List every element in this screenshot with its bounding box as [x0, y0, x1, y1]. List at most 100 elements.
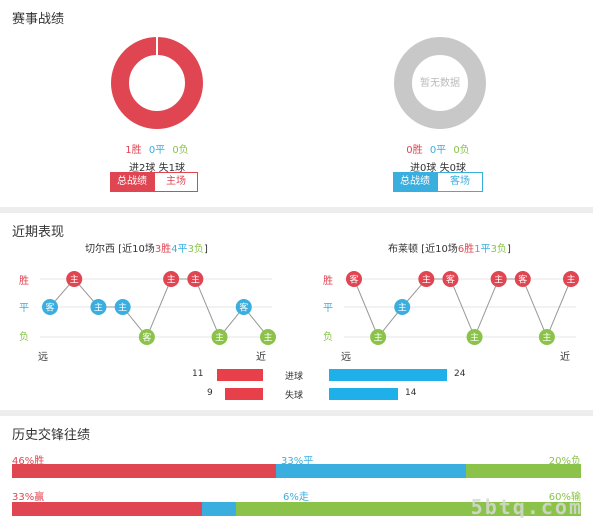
conceded-away-value: 14 — [405, 388, 417, 398]
form-point-venue: 主 — [215, 332, 224, 344]
loss-count: 0负 — [172, 145, 189, 156]
record-section: 赛事战绩 1胜 0平 0负 进2球 失1球 总战绩 主场 暂无数据 0胜 0平 … — [0, 0, 593, 207]
form-point[interactable]: 主 — [466, 329, 483, 345]
form-point[interactable]: 客 — [346, 271, 362, 287]
form-point-marker — [346, 271, 362, 287]
form-point-marker — [90, 299, 107, 315]
h2h-loss-segment — [466, 464, 581, 478]
form-point-marker — [211, 329, 228, 345]
form-point-venue: 主 — [263, 332, 272, 344]
form-point-venue: 主 — [191, 274, 200, 286]
form-point[interactable]: 主 — [163, 271, 180, 287]
form-point-marker — [187, 271, 204, 287]
form-point[interactable]: 主 — [370, 329, 387, 345]
team-name: 布莱顿 — [388, 244, 418, 255]
x-label-far: 远 — [38, 352, 48, 363]
h2h-win-segment — [12, 464, 277, 478]
form-point-venue: 主 — [494, 274, 503, 286]
form-point[interactable]: 主 — [538, 329, 555, 345]
goals-home-value: 11 — [192, 369, 204, 379]
h2h-title: 历史交锋往绩 — [12, 428, 91, 443]
total-record-button[interactable]: 总战绩 — [110, 172, 154, 192]
draw-count: 0平 — [148, 145, 166, 156]
form-point-marker — [370, 329, 387, 345]
h2h-handicap-bar — [12, 502, 581, 516]
form-point-venue: 主 — [94, 302, 103, 314]
form-point[interactable]: 客 — [442, 271, 459, 287]
form-point-venue: 主 — [118, 302, 127, 314]
form-point[interactable]: 主 — [90, 299, 107, 315]
h2h-draw-label: 33%平 — [281, 456, 314, 467]
form-point-marker — [490, 271, 507, 287]
x-label-near: 近 — [560, 352, 570, 363]
donut-ring — [111, 37, 203, 129]
record-donut-home — [110, 36, 204, 130]
h2h-handicap-push-label: 6%走 — [283, 492, 309, 503]
goals-summary: 进0球 失0球 — [410, 163, 466, 174]
h2h-handicap-win-segment — [12, 502, 202, 516]
form-point-venue: 主 — [398, 302, 407, 314]
loss-count: 0负 — [453, 145, 470, 156]
form-point-venue: 客 — [239, 302, 248, 314]
head-to-head-section: 历史交锋往绩 46%胜 33%平 20%负 33%赢 6%走 60%输 5btq… — [0, 416, 593, 523]
form-point[interactable]: 客 — [42, 299, 58, 315]
away-record-button[interactable]: 客场 — [437, 172, 483, 192]
record-toggle-away: 总战绩 客场 — [393, 172, 483, 192]
h2h-handicap-loss-label: 60%输 — [548, 492, 581, 503]
record-toggle-home: 总战绩 主场 — [110, 172, 198, 192]
form-point-marker — [394, 299, 411, 315]
form-point-marker — [563, 271, 579, 287]
form-point-marker — [42, 299, 58, 315]
form-point[interactable]: 主 — [490, 271, 507, 287]
h2h-result-bar — [12, 464, 581, 478]
form-point-marker — [163, 271, 180, 287]
h2h-handicap-loss-segment — [236, 502, 581, 516]
form-point[interactable]: 客 — [235, 299, 252, 315]
recent-title: 近期表现 — [12, 225, 65, 240]
form-point[interactable]: 主 — [187, 271, 204, 287]
donut-ring — [394, 37, 486, 129]
form-point[interactable]: 主 — [114, 299, 131, 315]
y-label-draw: 平 — [19, 303, 29, 314]
form-point[interactable]: 主 — [211, 329, 228, 345]
form-line — [49, 278, 269, 338]
form-point[interactable]: 主 — [260, 329, 276, 345]
record-stats-home: 1胜 0平 0负 进2球 失1球 — [77, 141, 237, 174]
h2h-handicap-push-segment — [201, 502, 237, 516]
form-point-venue: 客 — [446, 274, 455, 286]
form-point-marker — [260, 329, 276, 345]
total-record-button[interactable]: 总战绩 — [393, 172, 437, 192]
y-label-loss: 负 — [19, 332, 29, 343]
form-point-marker — [418, 271, 435, 287]
h2h-win-label: 46%胜 — [12, 456, 45, 467]
form-point-venue: 主 — [374, 332, 383, 344]
conceded-home-value: 9 — [207, 388, 213, 398]
form-point-marker — [66, 271, 83, 287]
form-point-venue: 客 — [45, 302, 54, 314]
form-point[interactable]: 客 — [138, 329, 155, 345]
h2h-draw-segment — [276, 464, 467, 478]
goals-home-bar — [217, 369, 263, 381]
form-point[interactable]: 主 — [394, 299, 411, 315]
recent-form-section: 近期表现 切尔西 [近10场3胜4平3负] 布莱顿 [近10场6胜1平3负] 胜… — [0, 213, 593, 410]
form-point[interactable]: 主 — [563, 271, 579, 287]
goals-away-value: 24 — [454, 369, 466, 379]
draw-count: 0平 — [429, 145, 447, 156]
home-record-button[interactable]: 主场 — [154, 172, 198, 192]
form-point-marker — [466, 329, 483, 345]
x-label-near: 近 — [256, 352, 266, 363]
form-point[interactable]: 主 — [66, 271, 83, 287]
form-point-venue: 客 — [518, 274, 527, 286]
form-point[interactable]: 主 — [418, 271, 435, 287]
form-point-marker — [442, 271, 459, 287]
win-count: 0胜 — [406, 145, 423, 156]
record-stats-away: 0胜 0平 0负 进0球 失0球 — [358, 141, 518, 174]
conceded-home-bar — [225, 388, 263, 400]
site-watermark: 5btq.com — [470, 495, 583, 519]
form-point-marker — [514, 271, 531, 287]
h2h-loss-label: 20%负 — [548, 456, 581, 467]
form-point[interactable]: 客 — [514, 271, 531, 287]
y-label-win: 胜 — [19, 276, 29, 287]
